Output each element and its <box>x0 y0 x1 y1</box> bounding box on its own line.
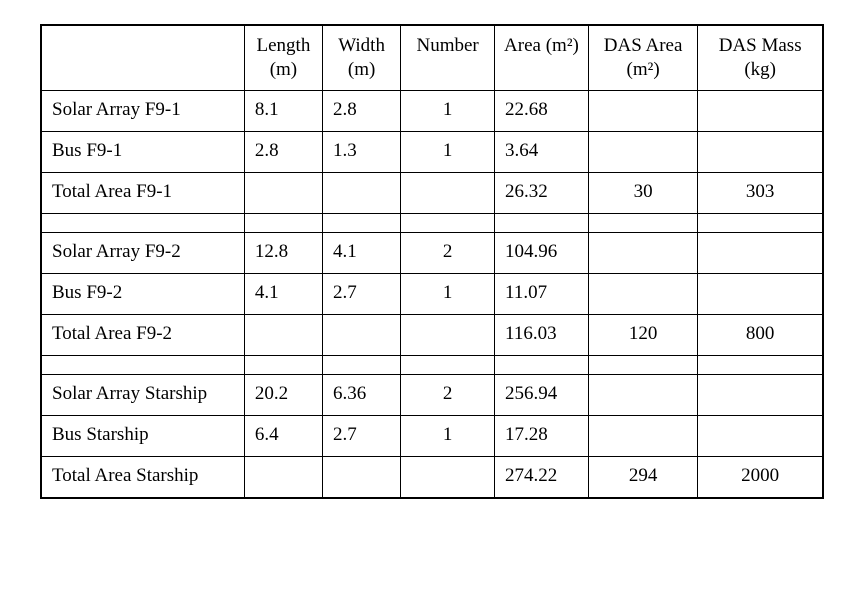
cell-area: 3.64 <box>495 131 589 172</box>
spacer-cell <box>495 355 589 374</box>
cell-area: 17.28 <box>495 415 589 456</box>
cell-number: 1 <box>401 131 495 172</box>
table-header: Length (m) Width (m) Number Area (m²) DA… <box>41 25 823 90</box>
cell-label: Solar Array F9-1 <box>41 90 244 131</box>
spacer-cell <box>41 355 244 374</box>
cell-das_mass <box>698 232 823 273</box>
spacer-cell <box>588 213 697 232</box>
cell-length: 4.1 <box>244 273 322 314</box>
cell-label: Solar Array F9-2 <box>41 232 244 273</box>
col-header-area: Area (m²) <box>495 25 589 90</box>
cell-number <box>401 172 495 213</box>
cell-label: Bus F9-2 <box>41 273 244 314</box>
cell-area: 26.32 <box>495 172 589 213</box>
cell-das_mass: 303 <box>698 172 823 213</box>
spacecraft-area-table: Length (m) Width (m) Number Area (m²) DA… <box>40 24 824 499</box>
spacer-cell <box>323 355 401 374</box>
cell-label: Total Area Starship <box>41 456 244 498</box>
cell-length <box>244 456 322 498</box>
cell-width: 2.7 <box>323 415 401 456</box>
cell-das_area: 294 <box>588 456 697 498</box>
table-row: Bus F9-12.81.313.64 <box>41 131 823 172</box>
cell-number: 2 <box>401 374 495 415</box>
spacer-cell <box>588 355 697 374</box>
cell-das_area: 120 <box>588 314 697 355</box>
cell-width: 2.7 <box>323 273 401 314</box>
table-row: Total Area Starship 274.222942000 <box>41 456 823 498</box>
cell-number: 2 <box>401 232 495 273</box>
cell-label: Solar Array Starship <box>41 374 244 415</box>
cell-das_mass <box>698 90 823 131</box>
spacer-cell <box>244 355 322 374</box>
cell-label: Bus Starship <box>41 415 244 456</box>
cell-width: 4.1 <box>323 232 401 273</box>
cell-das_mass <box>698 273 823 314</box>
cell-length <box>244 314 322 355</box>
cell-number: 1 <box>401 415 495 456</box>
cell-width: 1.3 <box>323 131 401 172</box>
cell-length: 2.8 <box>244 131 322 172</box>
cell-area: 116.03 <box>495 314 589 355</box>
col-header-width: Width (m) <box>323 25 401 90</box>
table-row: Solar Array F9-18.12.8122.68 <box>41 90 823 131</box>
table-row: Bus F9-24.12.7111.07 <box>41 273 823 314</box>
table-body: Solar Array F9-18.12.8122.68Bus F9-12.81… <box>41 90 823 498</box>
cell-number <box>401 314 495 355</box>
cell-label: Total Area F9-1 <box>41 172 244 213</box>
table-spacer-row <box>41 355 823 374</box>
cell-label: Total Area F9-2 <box>41 314 244 355</box>
cell-das_mass <box>698 415 823 456</box>
spacer-cell <box>401 213 495 232</box>
cell-das_area <box>588 273 697 314</box>
spacer-cell <box>698 355 823 374</box>
cell-number: 1 <box>401 90 495 131</box>
cell-area: 256.94 <box>495 374 589 415</box>
cell-das_mass: 800 <box>698 314 823 355</box>
cell-das_area <box>588 415 697 456</box>
spacer-cell <box>41 213 244 232</box>
cell-length: 20.2 <box>244 374 322 415</box>
col-header-number: Number <box>401 25 495 90</box>
spacer-cell <box>244 213 322 232</box>
spacer-cell <box>698 213 823 232</box>
spacer-cell <box>323 213 401 232</box>
table-row: Solar Array F9-212.84.12104.96 <box>41 232 823 273</box>
cell-das_mass <box>698 131 823 172</box>
cell-das_area: 30 <box>588 172 697 213</box>
cell-length: 6.4 <box>244 415 322 456</box>
cell-das_area <box>588 131 697 172</box>
cell-das_area <box>588 374 697 415</box>
cell-width: 6.36 <box>323 374 401 415</box>
cell-width: 2.8 <box>323 90 401 131</box>
cell-area: 11.07 <box>495 273 589 314</box>
cell-width <box>323 456 401 498</box>
cell-length: 12.8 <box>244 232 322 273</box>
cell-width <box>323 314 401 355</box>
col-header-dasmass: DAS Mass (kg) <box>698 25 823 90</box>
spacer-cell <box>401 355 495 374</box>
table-row: Solar Array Starship20.26.362256.94 <box>41 374 823 415</box>
cell-das_mass: 2000 <box>698 456 823 498</box>
cell-length: 8.1 <box>244 90 322 131</box>
cell-number: 1 <box>401 273 495 314</box>
cell-das_area <box>588 90 697 131</box>
cell-das_area <box>588 232 697 273</box>
spacer-cell <box>495 213 589 232</box>
cell-label: Bus F9-1 <box>41 131 244 172</box>
table-spacer-row <box>41 213 823 232</box>
table-row: Total Area F9-1 26.3230303 <box>41 172 823 213</box>
cell-length <box>244 172 322 213</box>
cell-width <box>323 172 401 213</box>
cell-area: 104.96 <box>495 232 589 273</box>
cell-das_mass <box>698 374 823 415</box>
cell-area: 22.68 <box>495 90 589 131</box>
table-row: Bus Starship6.42.7117.28 <box>41 415 823 456</box>
cell-area: 274.22 <box>495 456 589 498</box>
col-header-length: Length (m) <box>244 25 322 90</box>
col-header-blank <box>41 25 244 90</box>
col-header-dasarea: DAS Area (m²) <box>588 25 697 90</box>
table-header-row: Length (m) Width (m) Number Area (m²) DA… <box>41 25 823 90</box>
cell-number <box>401 456 495 498</box>
table-row: Total Area F9-2 116.03120800 <box>41 314 823 355</box>
